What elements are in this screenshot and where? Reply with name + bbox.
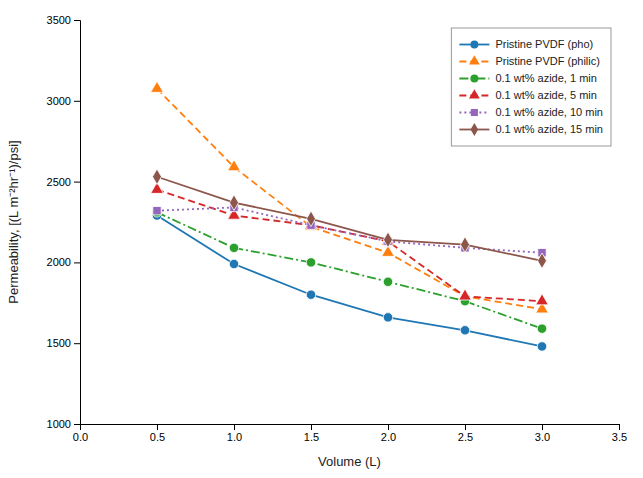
point <box>459 289 472 300</box>
series-line <box>157 190 542 302</box>
legend-symbol <box>470 41 478 49</box>
legend-item: 0.1 wt% azide, 10 min <box>459 106 603 118</box>
point <box>153 169 162 185</box>
point <box>383 313 392 322</box>
point <box>228 160 241 171</box>
point <box>537 324 546 333</box>
tick-mark <box>465 424 466 430</box>
series <box>152 208 546 334</box>
tick: 3000 <box>47 95 80 107</box>
legend-label: 0.1 wt% azide, 5 min <box>495 89 597 101</box>
tick-mark <box>157 424 158 430</box>
tick: 2000 <box>47 256 80 268</box>
tick: 0.5 <box>150 424 165 443</box>
series <box>153 169 547 269</box>
point <box>459 289 472 300</box>
tick: 1000 <box>47 418 80 430</box>
tick-mark <box>311 424 312 430</box>
tick-label: 3000 <box>47 95 71 107</box>
legend-symbol <box>470 75 478 83</box>
tick: 2.5 <box>458 424 473 443</box>
point <box>153 207 161 215</box>
legend-symbol <box>469 89 480 98</box>
legend-label: Pristine PVDF (pho) <box>495 38 593 50</box>
legend-item: Pristine PVDF (philic) <box>459 55 600 67</box>
series-line <box>157 177 542 261</box>
point <box>383 277 392 286</box>
legend-symbol <box>471 123 479 136</box>
legend-item: 0.1 wt% azide, 15 min <box>459 123 603 136</box>
x-axis: 0.0 0.5 1.0 1.5 2.0 2.5 3.0 3.5 <box>73 424 627 443</box>
tick-label: 2.0 <box>381 431 396 443</box>
point <box>384 232 393 248</box>
tick-label: 1000 <box>47 418 71 430</box>
y-axis: 1000 1500 2000 2500 3000 3500 <box>47 14 81 430</box>
point <box>460 326 469 335</box>
tick-label: 1.0 <box>227 431 242 443</box>
series <box>152 211 546 351</box>
plot: 0.0 0.5 1.0 1.5 2.0 2.5 3.0 3.5 1000 1500 2000 2500… <box>47 14 628 443</box>
tick: 1.0 <box>227 424 242 443</box>
tick-mark <box>234 424 235 430</box>
tick-mark <box>542 424 543 430</box>
chart-container: 0.0 0.5 1.0 1.5 2.0 2.5 3.0 3.5 1000 1500 2000 2500… <box>0 0 643 478</box>
tick-label: 1500 <box>47 337 71 349</box>
point <box>537 342 546 351</box>
tick: 1500 <box>47 337 80 349</box>
y-axis-title: Permeability, [(L m⁻²hr⁻¹)/psi] <box>6 140 21 303</box>
point <box>306 290 315 299</box>
legend-item: 0.1 wt% azide, 5 min <box>459 89 597 101</box>
series-line <box>157 216 542 347</box>
legend-item: 0.1 wt% azide, 1 min <box>459 72 597 84</box>
tick: 1.5 <box>304 424 319 443</box>
point <box>536 294 549 305</box>
legend-symbol <box>471 109 478 116</box>
legend-symbol <box>469 55 480 64</box>
tick: 3500 <box>47 14 80 26</box>
tick-label: 0.0 <box>73 431 88 443</box>
legend-label: Pristine PVDF (philic) <box>495 55 600 67</box>
legend-item: Pristine PVDF (pho) <box>459 38 593 50</box>
point <box>230 195 239 211</box>
tick: 2.0 <box>381 424 396 443</box>
tick-mark <box>74 20 80 21</box>
x-axis-title: Volume (L) <box>318 454 381 469</box>
tick-label: 3500 <box>47 14 71 26</box>
legend-label: 0.1 wt% azide, 15 min <box>495 123 603 135</box>
axis-line <box>74 21 81 425</box>
tick-mark <box>74 182 80 183</box>
axis-line <box>81 425 620 431</box>
point <box>461 237 470 253</box>
legend-label: 0.1 wt% azide, 1 min <box>495 72 597 84</box>
series <box>151 182 549 305</box>
tick-label: 2.5 <box>458 431 473 443</box>
tick-mark <box>74 343 80 344</box>
tick-label: 2500 <box>47 176 71 188</box>
tick-label: 1.5 <box>304 431 319 443</box>
tick-mark <box>74 262 80 263</box>
tick: 2500 <box>47 176 80 188</box>
chart: 0.0 0.5 1.0 1.5 2.0 2.5 3.0 3.5 1000 1500 2000 2500… <box>0 0 643 478</box>
point <box>151 81 164 92</box>
tick-label: 0.5 <box>150 431 165 443</box>
tick-mark <box>619 424 620 430</box>
tick: 3.0 <box>535 424 550 443</box>
point <box>306 258 315 267</box>
tick-mark <box>388 424 389 430</box>
legend-label: 0.1 wt% azide, 10 min <box>495 106 603 118</box>
tick: 0.0 <box>73 424 88 443</box>
point <box>229 243 238 252</box>
tick-mark <box>74 101 80 102</box>
legend: Pristine PVDF (pho) Pristine PVDF (philic… <box>451 28 611 146</box>
point <box>307 211 316 227</box>
tick-label: 3.5 <box>612 431 627 443</box>
tick-label: 3.0 <box>535 431 550 443</box>
tick-label: 2000 <box>47 256 71 268</box>
tick: 3.5 <box>612 424 627 443</box>
legend-frame <box>451 28 611 146</box>
point <box>229 259 238 268</box>
tick-mark <box>74 424 80 425</box>
point <box>538 253 547 269</box>
